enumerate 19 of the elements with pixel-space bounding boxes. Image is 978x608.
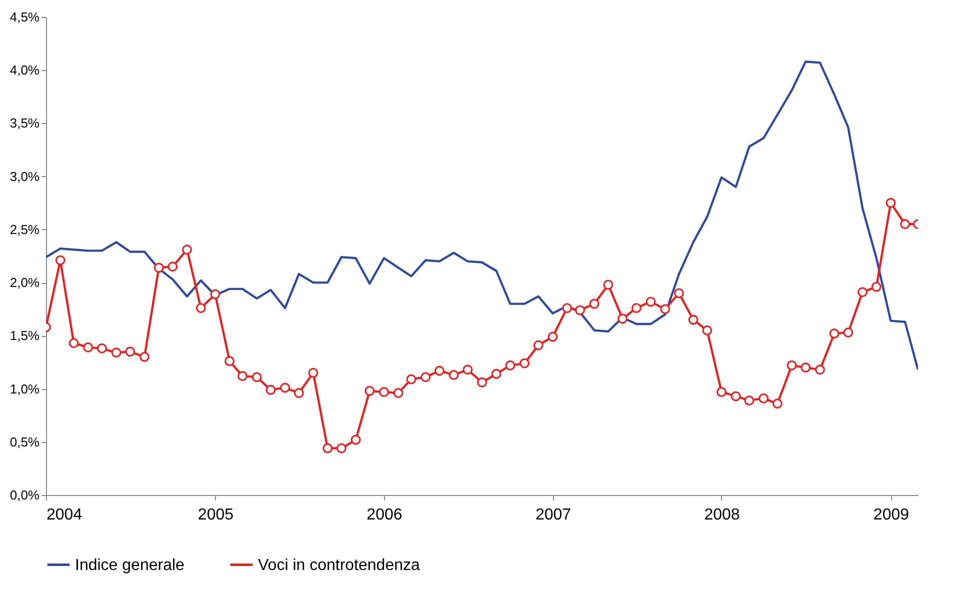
legend-label: Voci in controtendenza [258,556,420,574]
x-tick-label: 2006 [366,506,402,524]
y-tick-label: 2,5% [10,222,40,237]
x-tick-label: 2007 [535,506,572,524]
y-tick-label: 2,0% [10,275,40,290]
line-series [46,60,918,371]
y-tick-label: 3,0% [10,168,40,184]
y-tick-label: 0,0% [10,488,40,502]
y-tick-label: 4,0% [10,62,40,78]
y-tick-label: 4,5% [10,10,40,24]
legend-label: Indice generale [75,556,185,574]
y-tick-label: 0,5% [10,434,40,450]
x-tick-label: 2004 [46,506,82,524]
x-tick-label: 2008 [704,506,740,524]
y-tick-label: 3,5% [10,116,40,131]
x-tick-label: 2005 [198,506,234,524]
y-tick-label: 1,0% [10,381,40,396]
x-tick-label: 2009 [873,506,910,524]
y-tick-label: 1,5% [10,328,40,344]
